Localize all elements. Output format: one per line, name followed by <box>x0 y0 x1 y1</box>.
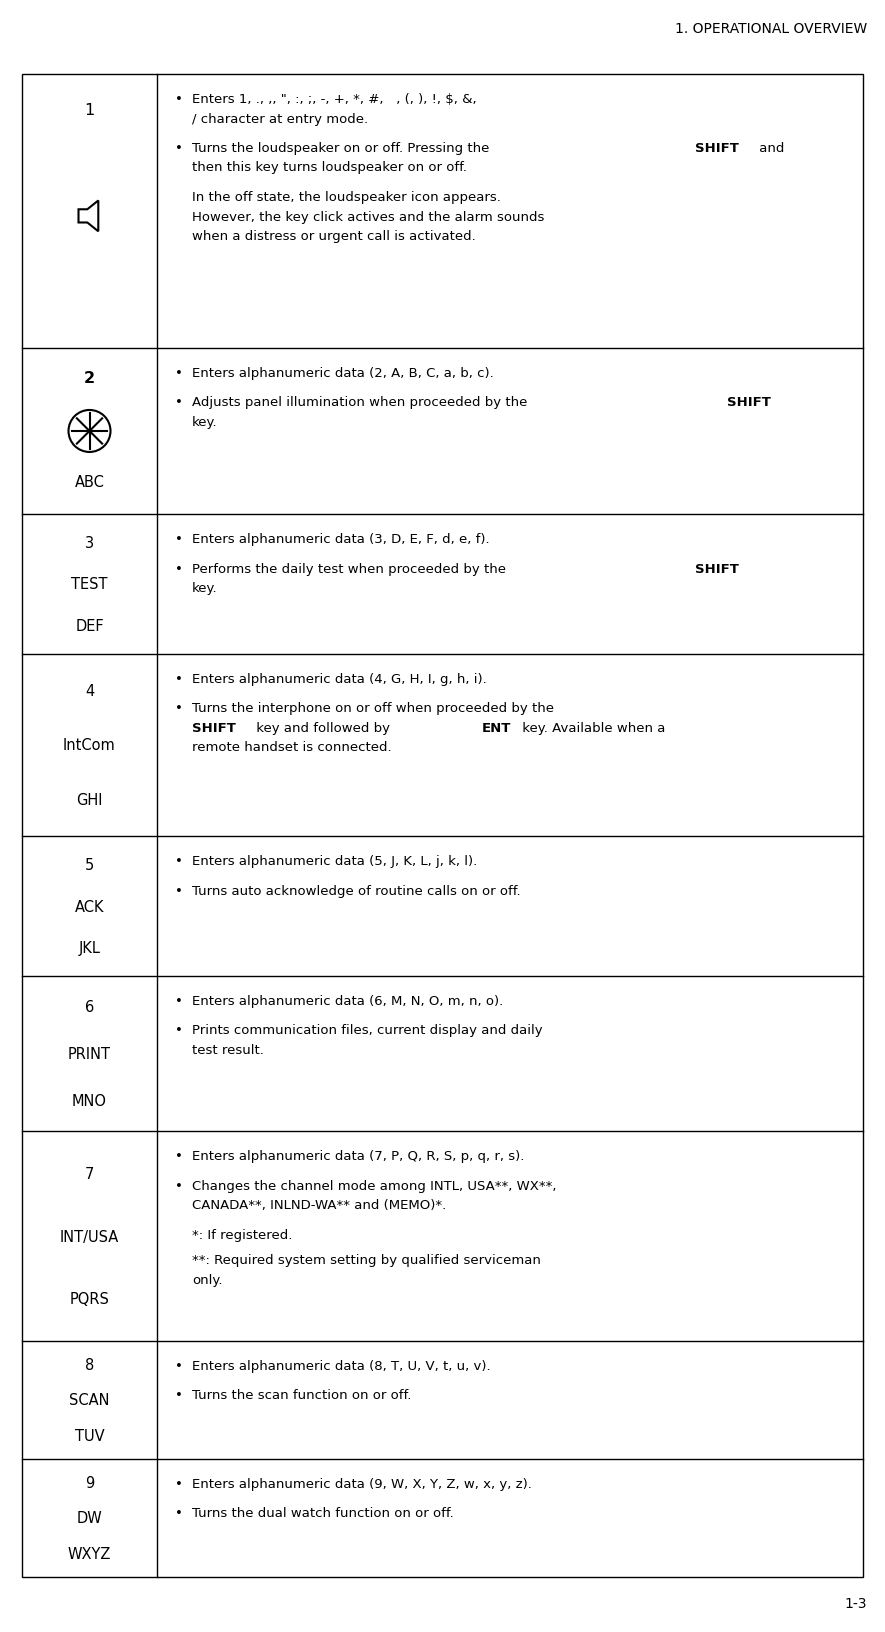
Text: However, the key click actives and the alarm sounds: However, the key click actives and the a… <box>192 211 544 224</box>
Text: key. Available when a: key. Available when a <box>518 721 665 734</box>
Text: SHIFT: SHIFT <box>727 397 771 410</box>
Text: Performs the daily test when proceeded by the: Performs the daily test when proceeded b… <box>192 563 511 576</box>
Text: Enters alphanumeric data (6, M, N, O, m, n, o).: Enters alphanumeric data (6, M, N, O, m,… <box>192 994 504 1007</box>
Text: MNO: MNO <box>72 1093 107 1108</box>
Text: •: • <box>175 672 183 685</box>
Text: GHI: GHI <box>76 793 103 808</box>
Text: and: and <box>755 142 784 155</box>
Text: key and followed by: key and followed by <box>252 721 395 734</box>
Text: / character at entry mode.: / character at entry mode. <box>192 113 368 126</box>
Text: 1. OPERATIONAL OVERVIEW: 1. OPERATIONAL OVERVIEW <box>674 21 867 36</box>
Text: key.: key. <box>192 581 218 594</box>
Text: Turns the interphone on or off when proceeded by the: Turns the interphone on or off when proc… <box>192 702 554 715</box>
Text: •: • <box>175 994 183 1007</box>
Text: In the off state, the loudspeaker icon appears.: In the off state, the loudspeaker icon a… <box>192 191 501 204</box>
Text: only.: only. <box>192 1273 222 1286</box>
Text: WXYZ: WXYZ <box>68 1546 112 1560</box>
Text: remote handset is connected.: remote handset is connected. <box>192 741 392 754</box>
Text: CANADA**, INLND-WA** and (MEMO)*.: CANADA**, INLND-WA** and (MEMO)*. <box>192 1200 446 1211</box>
Text: TUV: TUV <box>74 1428 104 1443</box>
Text: key.: key. <box>192 416 218 429</box>
Text: •: • <box>175 1389 183 1402</box>
Text: 3: 3 <box>85 535 94 550</box>
Text: **: Required system setting by qualified serviceman: **: Required system setting by qualified… <box>192 1253 541 1266</box>
Text: SCAN: SCAN <box>69 1392 110 1407</box>
Text: •: • <box>175 93 183 106</box>
Text: 6: 6 <box>85 1000 94 1015</box>
Text: •: • <box>175 855 183 868</box>
Text: DEF: DEF <box>75 619 104 633</box>
Text: 2: 2 <box>84 370 95 385</box>
Text: •: • <box>175 702 183 715</box>
Text: Enters 1, ., ,, ", :, ;, -, +, *, #,   , (, ), !, $, &,: Enters 1, ., ,, ", :, ;, -, +, *, #, , (… <box>192 93 477 106</box>
Text: 5: 5 <box>85 857 94 871</box>
Text: 1-3: 1-3 <box>844 1596 867 1611</box>
Text: Adjusts panel illumination when proceeded by the: Adjusts panel illumination when proceede… <box>192 397 532 410</box>
Text: •: • <box>175 367 183 380</box>
Text: 7: 7 <box>85 1167 94 1182</box>
Text: 4: 4 <box>85 684 94 698</box>
Text: ABC: ABC <box>74 475 104 490</box>
Text: Changes the channel mode among INTL, USA**, WX**,: Changes the channel mode among INTL, USA… <box>192 1180 557 1193</box>
Text: Enters alphanumeric data (2, A, B, C, a, b, c).: Enters alphanumeric data (2, A, B, C, a,… <box>192 367 494 380</box>
Text: •: • <box>175 142 183 155</box>
Text: •: • <box>175 1180 183 1193</box>
Text: PRINT: PRINT <box>68 1046 111 1061</box>
Text: TEST: TEST <box>72 578 108 592</box>
Text: 8: 8 <box>85 1358 94 1373</box>
Text: •: • <box>175 1477 183 1490</box>
Text: Prints communication files, current display and daily: Prints communication files, current disp… <box>192 1023 543 1036</box>
Text: JKL: JKL <box>79 940 100 956</box>
Text: Enters alphanumeric data (9, W, X, Y, Z, w, x, y, z).: Enters alphanumeric data (9, W, X, Y, Z,… <box>192 1477 532 1490</box>
Text: then this key turns loudspeaker on or off.: then this key turns loudspeaker on or of… <box>192 162 467 175</box>
Text: Turns the loudspeaker on or off. Pressing the: Turns the loudspeaker on or off. Pressin… <box>192 142 494 155</box>
Text: •: • <box>175 885 183 898</box>
Text: Turns the dual watch function on or off.: Turns the dual watch function on or off. <box>192 1506 454 1519</box>
Text: PQRS: PQRS <box>70 1291 110 1307</box>
Text: Turns auto acknowledge of routine calls on or off.: Turns auto acknowledge of routine calls … <box>192 885 520 898</box>
Text: 1: 1 <box>84 103 95 118</box>
Text: •: • <box>175 563 183 576</box>
Text: INT/USA: INT/USA <box>60 1229 119 1244</box>
Text: •: • <box>175 1506 183 1519</box>
Text: SHIFT: SHIFT <box>192 721 236 734</box>
Text: 9: 9 <box>85 1475 94 1490</box>
Text: •: • <box>175 532 183 545</box>
Text: •: • <box>175 1151 183 1162</box>
Text: •: • <box>175 1023 183 1036</box>
Text: SHIFT: SHIFT <box>695 563 738 576</box>
Text: IntCom: IntCom <box>63 738 116 752</box>
Text: ENT: ENT <box>481 721 511 734</box>
Text: Enters alphanumeric data (3, D, E, F, d, e, f).: Enters alphanumeric data (3, D, E, F, d,… <box>192 532 489 545</box>
Text: Enters alphanumeric data (4, G, H, I, g, h, i).: Enters alphanumeric data (4, G, H, I, g,… <box>192 672 487 685</box>
Text: Turns the scan function on or off.: Turns the scan function on or off. <box>192 1389 412 1402</box>
Text: *: If registered.: *: If registered. <box>192 1229 292 1242</box>
Text: Enters alphanumeric data (5, J, K, L, j, k, l).: Enters alphanumeric data (5, J, K, L, j,… <box>192 855 477 868</box>
Text: •: • <box>175 1359 183 1373</box>
Text: Enters alphanumeric data (7, P, Q, R, S, p, q, r, s).: Enters alphanumeric data (7, P, Q, R, S,… <box>192 1151 525 1162</box>
Text: when a distress or urgent call is activated.: when a distress or urgent call is activa… <box>192 230 476 243</box>
Text: •: • <box>175 397 183 410</box>
Text: test result.: test result. <box>192 1043 264 1056</box>
Text: ACK: ACK <box>74 899 104 914</box>
Text: SHIFT: SHIFT <box>695 142 738 155</box>
Text: DW: DW <box>77 1511 103 1526</box>
Text: Enters alphanumeric data (8, T, U, V, t, u, v).: Enters alphanumeric data (8, T, U, V, t,… <box>192 1359 490 1373</box>
